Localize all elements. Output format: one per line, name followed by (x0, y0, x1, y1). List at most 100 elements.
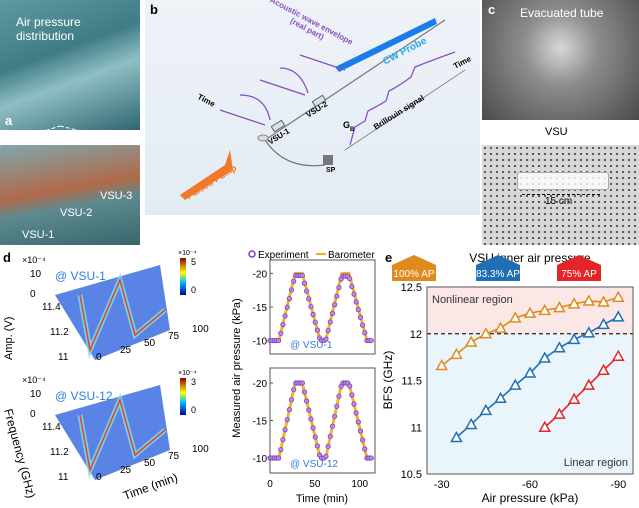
scale-label: 15 cm (545, 196, 573, 207)
data-point (567, 392, 581, 404)
experiment-point (334, 293, 340, 299)
experiment-point (286, 295, 292, 302)
experiment-point (306, 296, 312, 302)
gb-label: GB (343, 120, 354, 133)
experiment-point (310, 311, 316, 318)
experiment-point (357, 428, 364, 434)
x-tick-label: 0 (267, 479, 273, 490)
x-tick-label: 100 (351, 479, 368, 490)
experiment-point (306, 407, 312, 413)
experiment-point (278, 447, 284, 453)
x-tick-label: 50 (309, 479, 321, 490)
time-tick: 75 (168, 331, 180, 342)
freq-tick: 11.2 (50, 327, 69, 338)
legend-experiment: Experiment (258, 250, 309, 261)
experiment-point (299, 272, 305, 279)
data-point (612, 290, 625, 303)
experiment-point (284, 417, 290, 423)
vsu-annotation: @ VSU-12 (290, 459, 338, 470)
freq-tick: 11.4 (42, 302, 61, 313)
y-tick-label: 11 (411, 422, 422, 434)
data-point (450, 430, 463, 443)
experiment-point (280, 322, 286, 328)
legend-arrow-box (476, 255, 520, 281)
panel-a: Air pressure distribution a VSU-1 VSU-2 … (0, 0, 140, 245)
experiment-point (349, 392, 355, 398)
sp-icon (323, 155, 333, 165)
panel-label-b: b (150, 2, 158, 17)
experiment-point (332, 413, 338, 419)
surface-peak (79, 397, 166, 473)
experiment-point (332, 302, 338, 308)
plot-frame (426, 286, 634, 475)
experiment-point (327, 433, 333, 439)
colorbar-exponent: ×10⁻⁴ (178, 250, 197, 257)
photo-caption: Air pressure distribution (16, 15, 81, 43)
z-tick: 0 (30, 409, 36, 420)
z-tick: 10 (30, 269, 42, 280)
data-point (582, 294, 596, 306)
experiment-point (288, 397, 295, 403)
vsu-label: VSU-2 (60, 207, 93, 219)
pulsed-pump-beam (180, 150, 233, 200)
experiment-point (299, 380, 305, 386)
vsu-tube (517, 172, 609, 190)
region-label-nonlinear: Nonlinear region (432, 294, 513, 306)
experiment-point (308, 304, 314, 310)
data-point (612, 349, 625, 361)
y-tick-label: 11.5 (401, 376, 422, 388)
freq-tick: 11.2 (50, 447, 69, 458)
data-point (435, 358, 448, 371)
vsu-label: VSU-3 (100, 190, 133, 202)
time-tick: 100 (192, 324, 209, 335)
legend-label: 100% AP (393, 269, 434, 280)
experiment-point (291, 278, 297, 284)
legend-label: 83.3% AP (476, 269, 520, 280)
time-tick: 25 (120, 465, 132, 476)
gb-text: G (343, 120, 351, 130)
experiment-point (323, 453, 329, 459)
freq-tick: 11 (58, 472, 69, 483)
zoom-lines (0, 125, 140, 146)
acoustic-envelopes (219, 54, 346, 126)
experiment-point (284, 304, 290, 310)
experiment-point (347, 276, 353, 282)
experiment-point (314, 443, 320, 449)
experiment-point (353, 410, 359, 416)
legend-experiment-marker (248, 250, 256, 258)
experiment-point (362, 330, 368, 336)
data-point (494, 321, 507, 333)
experiment-point (347, 383, 353, 389)
data-point (479, 327, 493, 339)
experiment-point (329, 423, 336, 429)
data-point (509, 311, 522, 323)
data-point (553, 341, 566, 353)
y-tick-label: -20 (253, 379, 268, 390)
experiment-point (282, 427, 288, 433)
vsu2-icon (311, 94, 327, 108)
time-tick: 50 (144, 338, 156, 349)
experiment-point (312, 319, 318, 325)
experiment-point (278, 330, 284, 336)
y-axis-label: BFS (GHz) (381, 351, 395, 410)
y-axis-label: Measured air pressure (kPa) (231, 298, 243, 437)
photo-train-tube (0, 0, 140, 130)
panel-label-d: d (3, 250, 11, 265)
data-point (479, 403, 493, 416)
experiment-point (276, 455, 282, 461)
experiment-point (325, 327, 331, 334)
sp-label: SP (326, 167, 336, 174)
cw-probe-beam (335, 18, 437, 72)
experiment-point (362, 446, 368, 452)
vsu-annotation: @ VSU-1 (290, 340, 333, 351)
y-tick-label: -20 (253, 269, 268, 280)
brillouin-trace (349, 51, 456, 146)
y-tick-label: 12 (410, 329, 422, 341)
experiment-point (329, 310, 336, 316)
data-point (597, 295, 610, 307)
time-tick: 0 (96, 352, 102, 363)
colorbar-tick: 5 (191, 257, 196, 267)
colorbar-tick: 3 (191, 377, 196, 387)
surface-plane (55, 385, 170, 480)
